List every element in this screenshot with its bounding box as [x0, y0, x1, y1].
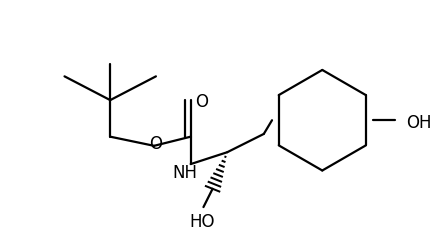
Text: HO: HO — [189, 213, 214, 231]
Text: OH: OH — [406, 114, 432, 132]
Text: O: O — [150, 135, 163, 153]
Text: O: O — [195, 93, 208, 111]
Text: NH: NH — [173, 164, 198, 182]
